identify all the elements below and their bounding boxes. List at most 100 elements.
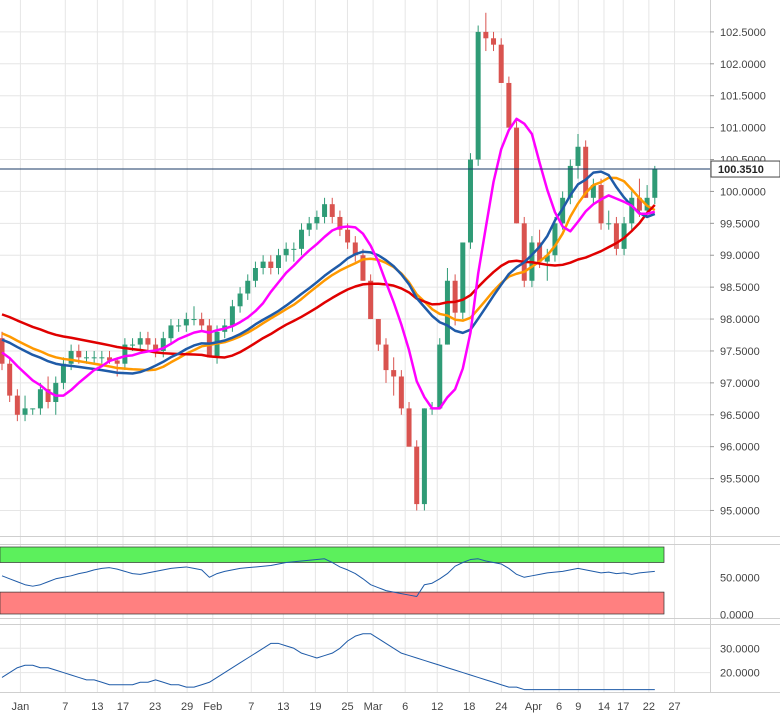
candle-body <box>598 185 604 224</box>
candle-body <box>0 338 5 364</box>
candle-body <box>414 446 420 505</box>
candle-body <box>613 223 619 249</box>
chart-gridlines <box>0 0 710 692</box>
candle-body <box>437 344 443 409</box>
oscillator-tick-label: 0.0000 <box>720 609 754 621</box>
candle-body <box>460 242 466 313</box>
candle-body <box>575 146 581 166</box>
date-tick-label: Feb <box>203 701 222 713</box>
candle-body <box>199 319 205 326</box>
price-tick-label: 97.0000 <box>720 378 760 390</box>
candle-body <box>60 363 66 383</box>
candle-body <box>544 255 550 262</box>
price-axis: 102.5000102.0000101.5000101.0000100.5000… <box>710 27 766 517</box>
candle-body <box>153 344 159 351</box>
candle-body <box>283 248 289 256</box>
indicator-line <box>1 633 655 691</box>
oscillator-panel <box>0 546 665 615</box>
candle-body <box>229 306 235 326</box>
candle-body <box>452 280 458 313</box>
last-price-tag <box>710 160 780 178</box>
candle-body <box>421 408 427 505</box>
last-price-label: 100.3510 <box>718 164 764 176</box>
date-tick-label: 19 <box>309 701 321 713</box>
date-tick-label: 9 <box>575 701 581 713</box>
candle-body <box>237 293 243 307</box>
moving-average-lines <box>1 117 656 410</box>
candle-body <box>30 408 36 410</box>
candle-body <box>514 127 520 224</box>
candle-body <box>491 38 497 45</box>
indicator-axis: 30.0000 20.0000 <box>720 643 760 679</box>
candle-body <box>37 389 43 409</box>
candle-body <box>337 216 343 230</box>
price-tick-label: 95.5000 <box>720 474 760 486</box>
candle-body <box>22 408 28 415</box>
date-tick-label: 6 <box>556 701 562 713</box>
indicator-panel <box>1 633 655 691</box>
candle-body <box>467 159 473 243</box>
candle-body <box>483 31 489 39</box>
candle-body <box>206 325 212 358</box>
oversold-band <box>0 591 665 615</box>
date-tick-label: 13 <box>277 701 289 713</box>
candle-body <box>291 248 297 250</box>
moving-average-mid <box>1 170 656 375</box>
candle-body <box>122 344 128 364</box>
date-tick-label: 23 <box>149 701 161 713</box>
candle-body <box>368 280 374 320</box>
candle-body <box>406 408 412 447</box>
price-tick-label: 99.5000 <box>720 218 760 230</box>
candle-body <box>621 223 627 249</box>
candle-body <box>130 344 136 346</box>
candle-body <box>583 146 589 198</box>
candle-body <box>322 204 328 217</box>
candle-body <box>383 344 389 371</box>
price-tick-label: 98.0000 <box>720 314 760 326</box>
candle-body <box>606 223 612 225</box>
candle-body <box>521 223 527 281</box>
date-tick-label: Jan <box>12 701 30 713</box>
candle-body <box>552 223 558 256</box>
candle-body <box>99 357 105 359</box>
moving-average-fast <box>1 117 656 410</box>
indicator-tick-label: 20.0000 <box>720 668 760 680</box>
candle-body <box>352 242 358 256</box>
candle-body <box>76 350 82 358</box>
candle-body <box>145 338 151 345</box>
price-tick-label: 102.0000 <box>720 59 766 71</box>
candle-body <box>245 280 251 294</box>
date-tick-label: 18 <box>463 701 475 713</box>
candle-body <box>68 350 74 364</box>
candle-body <box>345 229 351 243</box>
price-tick-label: 102.5000 <box>720 27 766 39</box>
indicator-tick-label: 30.0000 <box>720 643 760 655</box>
candle-body <box>191 319 197 321</box>
date-tick-label: 17 <box>117 701 129 713</box>
price-tick-label: 98.5000 <box>720 282 760 294</box>
candle-body <box>567 165 573 198</box>
candle-body <box>360 255 366 281</box>
date-tick-label: 6 <box>402 701 408 713</box>
candle-body <box>168 325 174 339</box>
panel-borders <box>0 0 780 693</box>
date-tick-label: 29 <box>181 701 193 713</box>
oscillator-tick-label: 50.0000 <box>720 572 760 584</box>
candle-body <box>137 338 143 345</box>
candle-body <box>299 229 305 249</box>
date-tick-label: 25 <box>341 701 353 713</box>
candle-body <box>398 376 404 409</box>
candle-body <box>114 360 120 364</box>
price-tick-label: 101.0000 <box>720 123 766 135</box>
candle-body <box>444 280 450 345</box>
candle-body <box>537 242 543 262</box>
price-tick-label: 95.0000 <box>720 505 760 517</box>
candle-body <box>176 325 182 327</box>
date-tick-label: 17 <box>617 701 629 713</box>
moving-average-long <box>1 176 656 372</box>
price-tick-label: 99.0000 <box>720 250 760 262</box>
moving-average-slow <box>1 204 656 359</box>
candle-body <box>652 169 658 198</box>
candle-body <box>14 395 20 415</box>
